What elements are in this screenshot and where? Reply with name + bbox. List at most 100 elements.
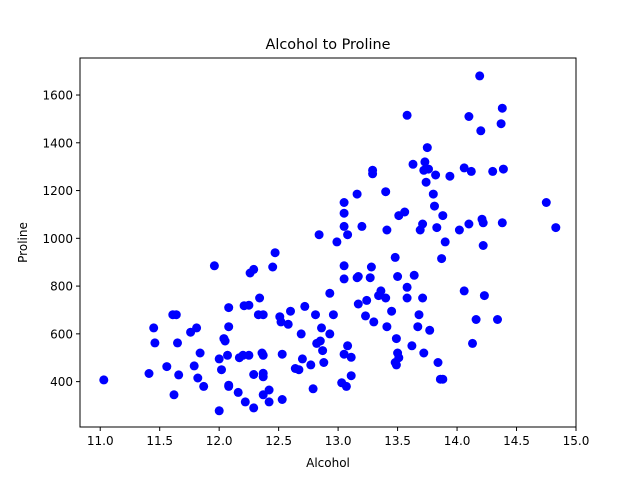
data-point [488,166,498,176]
y-tick-label: 400 [50,375,73,389]
data-point [432,223,442,233]
data-point [173,338,182,348]
data-point [419,348,429,358]
data-point [283,319,293,329]
data-point [258,310,268,320]
data-point [276,317,286,327]
data-point [297,354,307,364]
data-point [224,322,234,332]
x-axis-ticks: 11.0 11.5 12.0 12.5 13.0 13.5 14.0 14.5 15.0 [87,427,589,448]
data-point [258,372,268,382]
data-point [339,208,349,218]
data-point [339,198,349,207]
data-point [277,395,287,404]
data-point [454,225,464,235]
data-point [438,211,448,221]
data-point [224,380,234,390]
data-point [428,189,438,199]
data-point [339,261,349,271]
x-tick-label: 13.0 [325,434,352,448]
data-point [420,157,430,167]
data-point [144,369,154,378]
data-point [413,322,423,332]
data-point [341,381,351,391]
data-point [332,237,342,247]
data-point [268,262,278,272]
data-point [391,334,401,344]
y-tick-label: 600 [50,327,73,341]
data-point [369,317,379,327]
data-point [471,315,481,324]
data-point [353,272,363,281]
data-point [424,164,433,174]
data-point [382,322,392,332]
x-tick-label: 12.0 [206,434,233,448]
data-point [217,365,226,375]
data-point [99,375,109,385]
data-point [479,291,489,301]
data-point [311,310,320,320]
data-point [459,163,469,173]
data-point [214,406,224,416]
data-point [376,286,386,296]
data-point [339,221,349,231]
data-point [171,310,181,320]
data-point [498,164,508,174]
data-point [162,362,172,372]
data-point [325,288,335,298]
x-tick-label: 11.0 [87,434,114,448]
data-point [402,282,412,292]
data-point [169,390,179,400]
data-point [382,225,392,235]
data-point [314,230,324,240]
data-point [431,170,441,180]
data-point [192,323,202,333]
data-point [497,103,507,113]
data-point [306,360,316,370]
data-point [195,348,205,358]
data-point [421,177,431,187]
data-point [223,350,232,360]
data-point [352,189,362,199]
data-point [339,274,349,284]
data-point [437,254,447,264]
data-point [418,293,428,303]
data-point [339,349,349,359]
data-point [407,341,417,351]
data-point [366,262,376,272]
data-point [189,361,199,371]
data-point [264,385,274,395]
data-point [464,112,474,121]
data-point [466,166,476,176]
data-point [402,293,412,303]
data-point [150,338,160,348]
data-point [400,207,410,217]
data-point [346,371,356,381]
data-point [294,365,304,375]
data-point [478,241,488,250]
data-point [541,198,551,207]
data-point [308,384,318,394]
data-point [233,387,243,397]
data-point [319,358,329,367]
data-point [343,341,353,351]
data-point [464,219,474,229]
data-point [244,300,254,310]
data-point [193,373,203,383]
x-tick-label: 14.0 [444,434,471,448]
data-point [422,143,432,153]
data-point [362,295,372,305]
y-tick-label: 1000 [42,232,73,246]
data-point [433,358,443,367]
data-point [475,71,485,81]
data-point [264,397,274,407]
data-point [365,273,375,283]
data-point [476,126,486,136]
data-point [318,346,328,356]
x-axis-label: Alcohol [306,456,350,470]
data-point [325,329,335,339]
data-point [438,374,448,384]
data-point [343,230,353,240]
